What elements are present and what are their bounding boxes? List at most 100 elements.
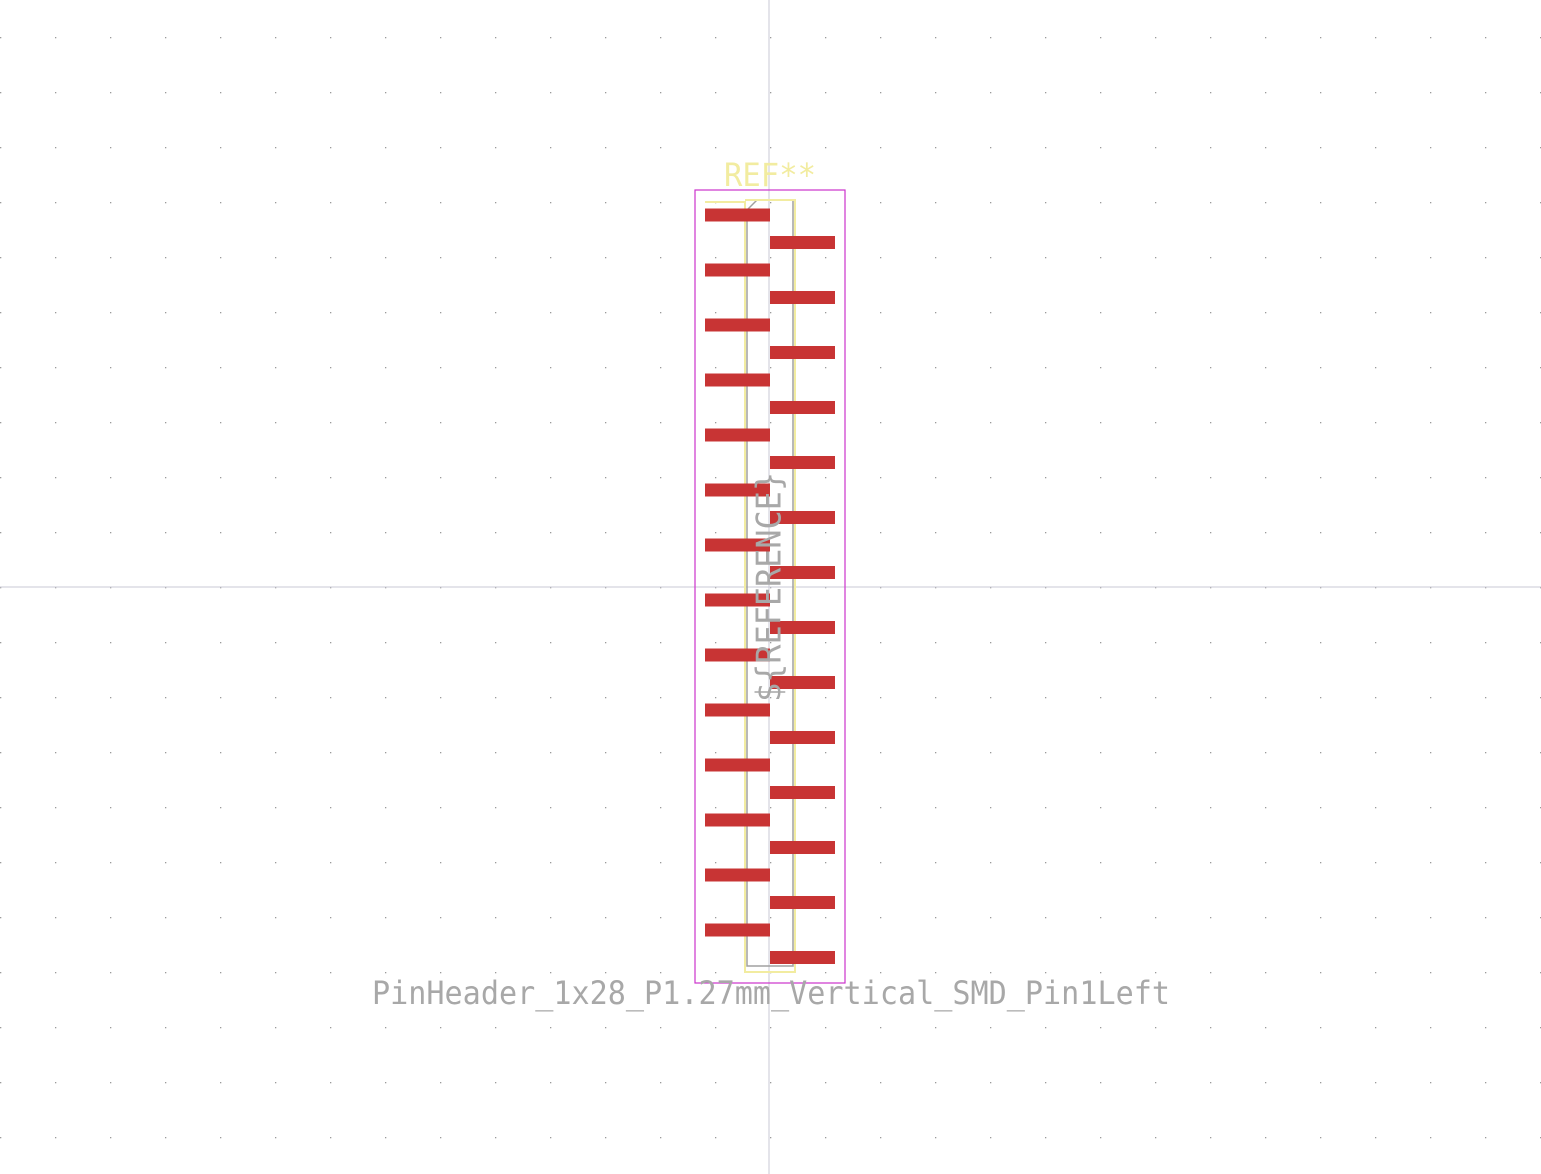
pad-26[interactable] xyxy=(770,896,835,909)
pad-5[interactable] xyxy=(705,318,770,332)
pad-17[interactable] xyxy=(705,648,770,662)
grid-dot xyxy=(1265,202,1267,204)
grid-dot xyxy=(0,917,2,919)
grid-dot xyxy=(440,1137,442,1139)
footprint-value-text[interactable]: PinHeader_1x28_P1.27mm_Vertical_SMD_Pin1… xyxy=(372,974,1170,1012)
grid-dot xyxy=(660,92,662,94)
grid-dot xyxy=(1265,587,1267,589)
pad-15[interactable] xyxy=(705,593,770,607)
grid-dot xyxy=(220,587,222,589)
pad-7[interactable] xyxy=(705,373,770,387)
grid-dot xyxy=(0,532,2,534)
grid-dot xyxy=(165,147,167,149)
grid-dot xyxy=(1100,92,1102,94)
grid-dot xyxy=(1430,1082,1432,1084)
grid-dot xyxy=(440,862,442,864)
pad-10[interactable] xyxy=(770,456,835,469)
grid-dot xyxy=(935,92,937,94)
grid-dot xyxy=(1430,92,1432,94)
pad-8[interactable] xyxy=(770,401,835,414)
grid-dot xyxy=(1320,312,1322,314)
pad-20[interactable] xyxy=(770,731,835,744)
grid-dot xyxy=(1210,697,1212,699)
grid-dot xyxy=(605,1137,607,1139)
grid-dot xyxy=(1155,312,1157,314)
grid-dot xyxy=(275,1137,277,1139)
grid-dot xyxy=(715,257,717,259)
pad-12[interactable] xyxy=(770,511,835,524)
grid-dot xyxy=(715,92,717,94)
grid-dot xyxy=(385,92,387,94)
grid-dot xyxy=(660,972,662,974)
pad-27[interactable] xyxy=(705,923,770,937)
pad-21[interactable] xyxy=(705,758,770,772)
pad-11[interactable] xyxy=(705,483,770,497)
pad-28[interactable] xyxy=(770,951,835,964)
grid-dot xyxy=(495,587,497,589)
grid-dot xyxy=(935,532,937,534)
grid-dot xyxy=(770,697,772,699)
grid-dot xyxy=(110,972,112,974)
grid-dot xyxy=(605,697,607,699)
pad-22[interactable] xyxy=(770,786,835,799)
grid-dot xyxy=(990,202,992,204)
pad-2[interactable] xyxy=(770,236,835,249)
pad-23[interactable] xyxy=(705,813,770,827)
grid-dot xyxy=(880,752,882,754)
grid-dot xyxy=(55,862,57,864)
grid-dot xyxy=(55,1082,57,1084)
grid-dot xyxy=(935,422,937,424)
grid-dot xyxy=(1265,312,1267,314)
grid-dot xyxy=(220,697,222,699)
reference-designator[interactable]: REF** xyxy=(724,156,816,194)
grid-dot xyxy=(110,92,112,94)
grid-dot xyxy=(330,972,332,974)
pad-1[interactable] xyxy=(705,208,770,222)
grid-dot xyxy=(385,37,387,39)
grid-dot xyxy=(880,697,882,699)
grid-dot xyxy=(220,477,222,479)
grid-dot xyxy=(275,807,277,809)
grid-dot xyxy=(1430,752,1432,754)
pad-3[interactable] xyxy=(705,263,770,277)
grid-dot xyxy=(660,1137,662,1139)
grid-dot xyxy=(495,312,497,314)
pad-9[interactable] xyxy=(705,428,770,442)
grid-dot xyxy=(990,147,992,149)
grid-dot xyxy=(440,807,442,809)
grid-dot xyxy=(1485,92,1487,94)
grid-dot xyxy=(1485,367,1487,369)
grid-dot xyxy=(165,477,167,479)
grid-dot xyxy=(990,752,992,754)
grid-dot xyxy=(0,807,2,809)
grid-dot xyxy=(935,147,937,149)
grid-dot xyxy=(1320,862,1322,864)
pad-25[interactable] xyxy=(705,868,770,882)
grid-dot xyxy=(550,862,552,864)
grid-dot xyxy=(1375,257,1377,259)
grid-dot xyxy=(1210,147,1212,149)
grid-dot xyxy=(0,312,2,314)
pad-16[interactable] xyxy=(770,621,835,634)
grid-dot xyxy=(715,917,717,919)
pad-19[interactable] xyxy=(705,703,770,717)
grid-dot xyxy=(110,532,112,534)
grid-dot xyxy=(605,1082,607,1084)
grid-dot xyxy=(770,1137,772,1139)
fab-reference-text[interactable]: ${REFERENCE} xyxy=(750,472,790,702)
grid-dot xyxy=(1155,37,1157,39)
pad-4[interactable] xyxy=(770,291,835,304)
pad-6[interactable] xyxy=(770,346,835,359)
grid-dot xyxy=(1210,972,1212,974)
pad-24[interactable] xyxy=(770,841,835,854)
pad-13[interactable] xyxy=(705,538,770,552)
pad-14[interactable] xyxy=(770,566,835,579)
grid-dot xyxy=(715,972,717,974)
pad-18[interactable] xyxy=(770,676,835,689)
grid-dot xyxy=(275,1082,277,1084)
grid-dot xyxy=(1375,752,1377,754)
grid-dot xyxy=(1485,697,1487,699)
grid-dot xyxy=(1265,1082,1267,1084)
grid-dot xyxy=(880,147,882,149)
